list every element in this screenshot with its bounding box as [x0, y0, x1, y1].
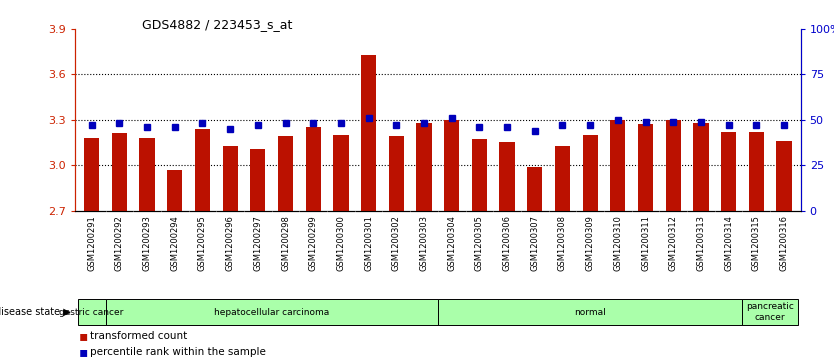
- Bar: [500, 143, 515, 211]
- Text: GSM1200303: GSM1200303: [420, 215, 429, 271]
- Bar: [742, 299, 798, 325]
- Text: GSM1200309: GSM1200309: [585, 215, 595, 271]
- Text: GSM1200298: GSM1200298: [281, 215, 290, 271]
- Text: transformed count: transformed count: [90, 331, 188, 341]
- Text: GSM1200305: GSM1200305: [475, 215, 484, 271]
- Bar: [776, 141, 791, 211]
- Text: GSM1200294: GSM1200294: [170, 215, 179, 271]
- Bar: [223, 146, 238, 211]
- Text: GSM1200297: GSM1200297: [254, 215, 263, 271]
- Text: disease state ▶: disease state ▶: [0, 307, 71, 317]
- Text: GSM1200311: GSM1200311: [641, 215, 650, 271]
- Bar: [84, 138, 99, 211]
- Bar: [112, 134, 127, 211]
- Text: gastric cancer: gastric cancer: [59, 308, 124, 317]
- Text: GSM1200292: GSM1200292: [115, 215, 124, 271]
- Text: GSM1200299: GSM1200299: [309, 215, 318, 271]
- Bar: [305, 127, 321, 211]
- Bar: [693, 123, 709, 211]
- Bar: [527, 167, 542, 211]
- Bar: [610, 120, 626, 211]
- Bar: [555, 146, 570, 211]
- Text: percentile rank within the sample: percentile rank within the sample: [90, 347, 266, 357]
- Bar: [278, 136, 293, 211]
- Bar: [638, 124, 653, 211]
- Text: GSM1200300: GSM1200300: [336, 215, 345, 271]
- Bar: [749, 132, 764, 211]
- Text: GSM1200313: GSM1200313: [696, 215, 706, 271]
- Bar: [721, 132, 736, 211]
- Text: GSM1200315: GSM1200315: [751, 215, 761, 271]
- Text: GSM1200301: GSM1200301: [364, 215, 373, 271]
- Text: GSM1200316: GSM1200316: [780, 215, 788, 271]
- Text: GSM1200295: GSM1200295: [198, 215, 207, 271]
- Text: GSM1200307: GSM1200307: [530, 215, 540, 271]
- Text: pancreatic
cancer: pancreatic cancer: [746, 302, 794, 322]
- Bar: [472, 139, 487, 211]
- Text: normal: normal: [575, 308, 606, 317]
- Bar: [361, 55, 376, 211]
- Text: GSM1200304: GSM1200304: [447, 215, 456, 271]
- Bar: [167, 170, 183, 211]
- Text: GSM1200306: GSM1200306: [503, 215, 511, 271]
- Bar: [416, 123, 432, 211]
- Bar: [334, 135, 349, 211]
- Bar: [106, 299, 438, 325]
- Bar: [389, 136, 404, 211]
- Text: GSM1200302: GSM1200302: [392, 215, 401, 271]
- Bar: [583, 135, 598, 211]
- Text: ▪: ▪: [79, 345, 88, 359]
- Text: GSM1200291: GSM1200291: [88, 215, 96, 271]
- Bar: [139, 138, 154, 211]
- Text: GSM1200293: GSM1200293: [143, 215, 152, 271]
- Text: GSM1200314: GSM1200314: [724, 215, 733, 271]
- Bar: [78, 299, 106, 325]
- Text: GSM1200308: GSM1200308: [558, 215, 567, 271]
- Text: ▪: ▪: [79, 329, 88, 343]
- Bar: [195, 129, 210, 211]
- Bar: [666, 120, 681, 211]
- Text: GSM1200312: GSM1200312: [669, 215, 678, 271]
- Text: GSM1200310: GSM1200310: [613, 215, 622, 271]
- Bar: [444, 120, 460, 211]
- Text: hepatocellular carcinoma: hepatocellular carcinoma: [214, 308, 329, 317]
- Bar: [250, 148, 265, 211]
- Text: GSM1200296: GSM1200296: [226, 215, 234, 271]
- Bar: [438, 299, 742, 325]
- Text: GDS4882 / 223453_s_at: GDS4882 / 223453_s_at: [142, 18, 292, 31]
